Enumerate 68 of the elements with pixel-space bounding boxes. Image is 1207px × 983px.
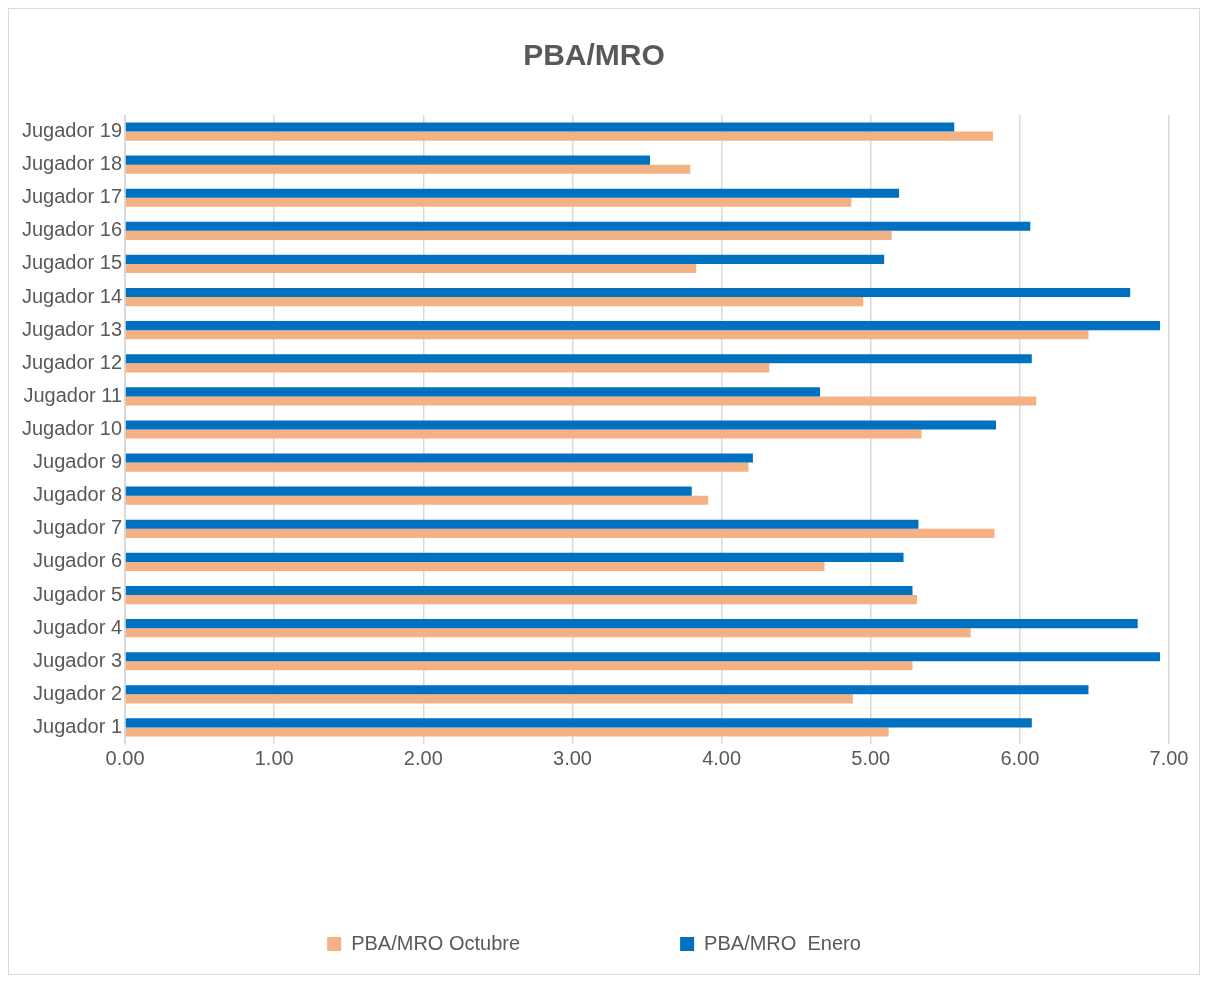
bar xyxy=(125,595,917,605)
bar xyxy=(125,486,692,496)
y-tick-label: Jugador 2 xyxy=(33,681,123,704)
bar xyxy=(125,221,1031,231)
y-tick-label: Jugador 3 xyxy=(33,648,123,671)
y-tick-label: Jugador 14 xyxy=(22,284,123,307)
bar xyxy=(125,552,904,562)
y-tick-label: Jugador 10 xyxy=(22,417,123,440)
x-tick-label: 1.00 xyxy=(254,746,294,769)
y-tick-label: Jugador 4 xyxy=(33,615,123,638)
bar xyxy=(125,694,853,704)
bar xyxy=(125,561,825,572)
y-tick-label: Jugador 15 xyxy=(22,251,123,274)
bar xyxy=(125,528,995,538)
bar xyxy=(125,685,1089,695)
bar xyxy=(125,661,913,671)
y-tick-label: Jugador 5 xyxy=(33,582,123,605)
x-tick-label: 7.00 xyxy=(1149,746,1189,769)
x-tick-label: 4.00 xyxy=(702,746,742,769)
y-tick-label: Jugador 12 xyxy=(22,350,123,373)
bar xyxy=(125,462,749,472)
bar xyxy=(125,164,691,174)
y-tick-label: Jugador 1 xyxy=(33,714,123,737)
bar xyxy=(125,652,1161,662)
bar xyxy=(125,628,971,638)
bar xyxy=(125,197,852,207)
bar xyxy=(125,297,864,307)
legend-label: PBA/MRO Enero xyxy=(704,931,861,954)
bar xyxy=(125,619,1138,629)
x-tick-label: 5.00 xyxy=(851,746,891,769)
bar xyxy=(125,155,651,165)
bar xyxy=(125,585,913,596)
bar xyxy=(125,287,1131,298)
y-tick-label: Jugador 18 xyxy=(22,152,123,175)
bar xyxy=(125,495,709,505)
y-tick-label: Jugador 11 xyxy=(23,383,123,406)
bar xyxy=(125,188,900,198)
bar xyxy=(125,387,821,397)
bar xyxy=(125,396,1037,406)
bar xyxy=(125,420,997,430)
x-tick-label: 3.00 xyxy=(553,746,592,769)
y-tick-label: Jugador 16 xyxy=(22,218,123,241)
bar xyxy=(125,254,885,264)
x-tick-label: 6.00 xyxy=(1000,746,1040,769)
bar xyxy=(125,354,1032,364)
x-tick-label: 0.00 xyxy=(105,746,145,769)
y-tick-label: Jugador 6 xyxy=(33,549,123,572)
bar xyxy=(125,453,753,463)
bar xyxy=(125,122,955,132)
bar xyxy=(125,429,922,439)
y-tick-label: Jugador 8 xyxy=(33,483,123,506)
y-tick-label: Jugador 9 xyxy=(33,450,123,473)
bar xyxy=(125,718,1032,728)
y-tick-label: Jugador 19 xyxy=(22,119,123,142)
y-tick-label: Jugador 17 xyxy=(22,185,123,208)
bar xyxy=(125,131,994,141)
legend-label: PBA/MRO Octubre xyxy=(351,931,521,954)
y-tick-label: Jugador 13 xyxy=(22,317,123,340)
bar xyxy=(125,321,1161,331)
y-tick-label: Jugador 7 xyxy=(33,516,123,539)
bar xyxy=(125,263,697,274)
bar xyxy=(125,519,919,529)
chart-title: PBA/MRO xyxy=(523,38,665,72)
x-tick-label: 2.00 xyxy=(403,746,443,769)
bar xyxy=(125,230,892,240)
bar xyxy=(125,330,1089,340)
bar xyxy=(125,363,770,373)
bar xyxy=(125,727,889,737)
